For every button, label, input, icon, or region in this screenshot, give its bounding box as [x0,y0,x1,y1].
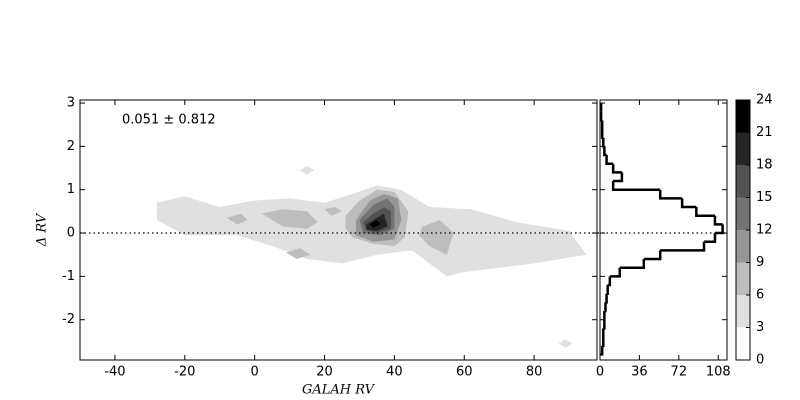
hist-x-tick-label: 0 [596,365,604,380]
histogram-step [695,207,715,217]
x-tick-label: 20 [316,365,333,380]
histogram-step [605,293,608,304]
colorbar-tick-label: 9 [756,255,764,270]
x-tick-label: -40 [104,365,125,380]
histogram-step [611,163,622,174]
x-tick-label: 60 [456,365,473,380]
histogram-step [599,111,603,122]
colorbar-tick-label: 24 [756,93,773,108]
colorbar-tick-label: 15 [756,190,773,205]
x-tick-label: 80 [526,365,543,380]
annotation: 0.051 ± 0.812 [122,113,216,128]
colorbar-band [736,230,750,263]
hist-x-tick-label: 36 [631,365,648,380]
histogram-step [605,155,614,165]
contour-region [324,207,342,216]
colorbar-tick-label: 3 [756,320,764,335]
histogram-step [604,302,607,313]
contour-region [558,339,573,348]
histogram-step [600,129,604,139]
histogram-step [602,337,605,347]
y-tick-label: 2 [67,139,75,154]
histogram-step [603,319,606,330]
colorbar-band [736,100,750,133]
contour-region [286,248,311,260]
y-tick-label: 0 [67,226,75,241]
y-tick-label: 1 [67,182,75,197]
x-axis-label: GALAH RV [302,383,376,398]
colorbar-band [736,132,750,165]
colorbar-band [736,327,750,360]
histogram-step [603,146,607,157]
histogram-step [600,345,604,356]
colorbar-tick-label: 21 [756,125,773,140]
x-tick-label: 40 [386,365,403,380]
contour-region [261,209,318,229]
contour-region [369,220,381,228]
hist-x-tick-label: 72 [671,365,688,380]
histogram-step [643,250,662,261]
contour-region [300,165,315,175]
colorbar-band [736,165,750,198]
hist-x-tick-label: 108 [706,365,731,380]
colorbar-band [736,197,750,230]
colorbar-tick-label: 12 [756,223,773,238]
histogram-step [704,233,717,243]
histogram-step [658,189,683,200]
histogram-step [619,259,646,269]
histogram-step [609,267,621,278]
histogram-step [606,285,609,295]
contour-region [226,213,248,225]
colorbar-tick-label: 6 [756,288,764,303]
axes-frame [79,99,598,361]
histogram-step [660,241,706,252]
histogram-step [680,198,697,209]
colorbar-tick-label: 0 [756,353,764,368]
y-axis-label: Δ RV [35,212,50,247]
histogram-step [607,276,612,287]
y-tick-label: 3 [67,96,75,111]
histogram-step [611,181,661,191]
x-tick-label: 0 [251,365,259,380]
y-tick-label: -2 [62,312,75,327]
colorbar-tick-label: 18 [756,158,773,173]
colorbar-band [736,295,750,328]
colorbar-band [736,262,750,295]
histogram-step [714,224,724,235]
contour-region [418,220,454,255]
axes-frame [599,99,728,361]
histogram-step [713,215,723,226]
x-tick-label: -20 [174,365,195,380]
histogram-step [602,137,605,148]
histogram-step [613,172,624,183]
y-tick-label: -1 [62,269,75,284]
